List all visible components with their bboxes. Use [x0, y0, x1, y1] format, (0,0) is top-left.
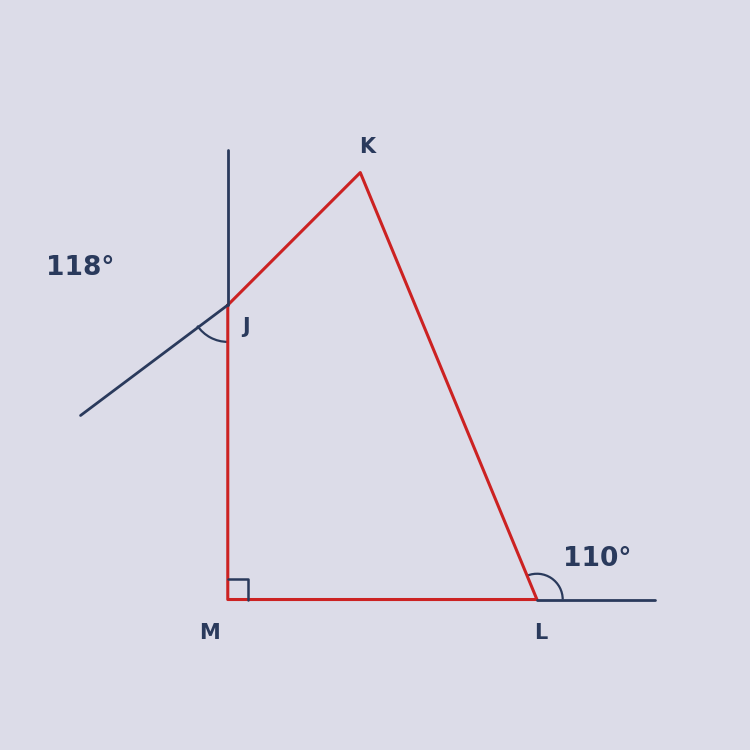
Text: 110°: 110°: [562, 546, 632, 572]
Text: L: L: [534, 622, 548, 643]
Text: M: M: [199, 622, 220, 643]
Text: J: J: [242, 317, 250, 338]
Text: K: K: [359, 136, 376, 157]
Text: 118°: 118°: [46, 255, 115, 281]
